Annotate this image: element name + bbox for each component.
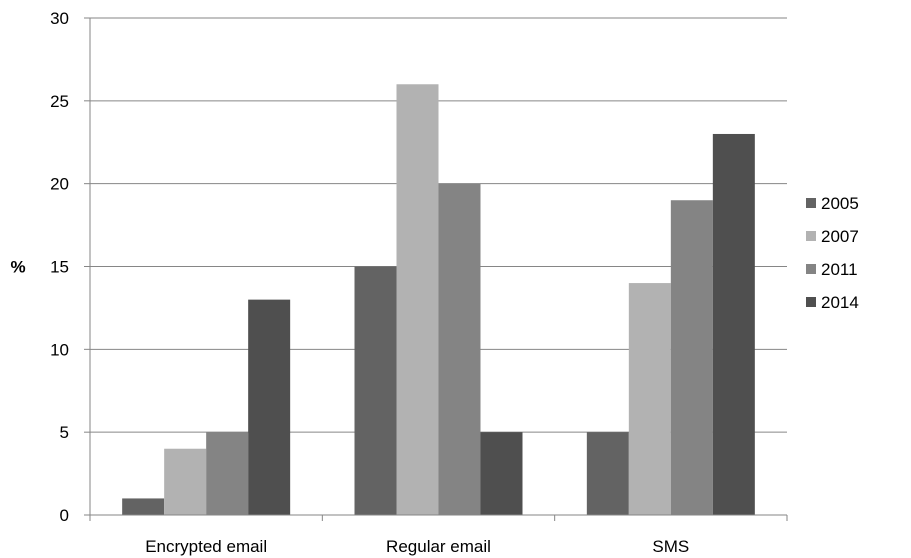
y-tick-labels: 0 5 10 15 20 25 30 <box>50 9 69 525</box>
bar-2014-encrypted-email <box>248 299 291 515</box>
legend-label-2007: 2007 <box>821 227 859 246</box>
legend-label-2011: 2011 <box>821 260 858 279</box>
y-tick-label: 0 <box>60 506 69 525</box>
bar-2014-sms <box>712 133 755 515</box>
y-axis-title: % <box>10 258 25 277</box>
legend-swatch-2011 <box>806 264 816 274</box>
bar-2007-encrypted-email <box>164 448 207 515</box>
axes <box>89 18 787 516</box>
y-tick-label: 20 <box>50 175 69 194</box>
bar-2007-sms <box>628 283 671 515</box>
bar-2005-sms <box>586 432 629 515</box>
legend-swatch-2014 <box>806 297 816 307</box>
y-tick-label: 10 <box>50 340 69 359</box>
legend-swatch-2005 <box>806 198 816 208</box>
y-tick-label: 15 <box>50 258 69 277</box>
bar-2011-encrypted-email <box>206 432 249 515</box>
x-tick-labels: Encrypted email Regular email SMS <box>145 537 689 556</box>
category-label: Encrypted email <box>145 537 267 556</box>
bar-2007-regular-email <box>396 84 439 516</box>
bar-2005-encrypted-email <box>122 498 165 515</box>
bar-2011-sms <box>670 200 713 515</box>
legend-swatch-2007 <box>806 231 816 241</box>
category-label: SMS <box>652 537 689 556</box>
bar-2011-regular-email <box>438 183 481 515</box>
y-tick-label: 30 <box>50 9 69 28</box>
legend-label-2014: 2014 <box>821 293 859 312</box>
bar-2005-regular-email <box>354 266 397 515</box>
y-tick-label: 5 <box>60 423 69 442</box>
bars <box>122 84 755 516</box>
category-label: Regular email <box>386 537 491 556</box>
y-tick-label: 25 <box>50 92 69 111</box>
bar-2014-regular-email <box>480 432 523 515</box>
legend-label-2005: 2005 <box>821 194 859 213</box>
legend: 2005 2007 2011 2014 <box>806 194 859 312</box>
